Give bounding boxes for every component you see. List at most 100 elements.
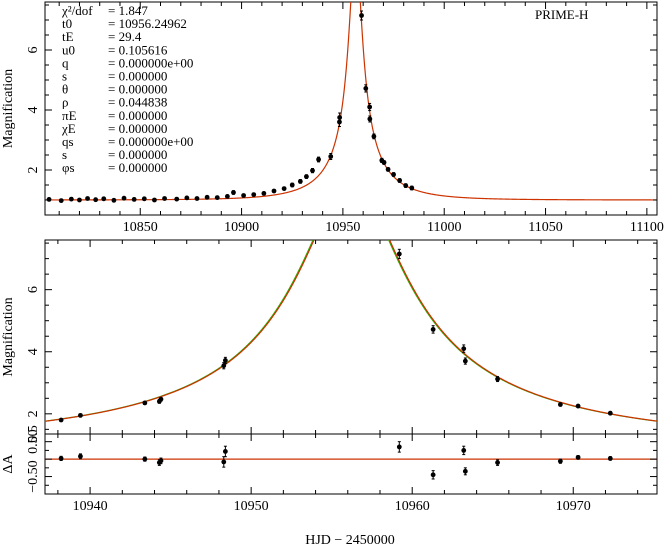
overview-data-point [101, 196, 107, 202]
param-label: φs [62, 160, 75, 175]
data-point [462, 468, 468, 474]
overview-data-point [391, 172, 396, 177]
x-tick-label: 10970 [556, 499, 591, 514]
overview-data-point [409, 185, 415, 191]
param-value: = 0.000000 [108, 108, 167, 123]
overview-data-point [174, 196, 180, 202]
residual-data-point [607, 456, 613, 461]
residual-data-point [222, 445, 228, 458]
param-label: s [62, 69, 67, 84]
param-value: = 0.044838 [108, 95, 167, 110]
residual-data-point [142, 456, 148, 462]
data-point [304, 174, 309, 180]
param-value: = 0.000000 [108, 82, 167, 97]
data-point [281, 186, 287, 192]
data-point [557, 402, 563, 407]
overview-data-point [77, 197, 82, 203]
data-point [58, 417, 64, 423]
model-curve [45, 240, 657, 422]
y-tick-label: 4 [26, 107, 41, 114]
data-point [194, 196, 200, 201]
x-tick-label: 10940 [73, 499, 108, 514]
overview-data-point [316, 156, 321, 163]
y-tick-label: 6 [26, 47, 41, 54]
param-label: t0 [62, 16, 72, 31]
overview-data-point [111, 197, 117, 203]
overview-data-point [241, 193, 246, 198]
data-point [214, 195, 220, 201]
data-point [316, 157, 321, 162]
zoom-panel: 2 4 6 Magnification 0.5 [1, 239, 658, 443]
data-point [575, 403, 581, 409]
residual-data-point [396, 441, 402, 453]
data-point [58, 456, 64, 461]
overview-data-point [231, 190, 236, 195]
residual-data-point [462, 467, 468, 476]
data-point [363, 86, 369, 91]
data-point [221, 459, 227, 465]
overview-data-point [58, 198, 64, 204]
overview-data-point [304, 174, 309, 180]
overview-data-point [224, 194, 230, 199]
x-axis-title: HJD − 2450000 [305, 533, 395, 546]
zoom-data-point [607, 410, 613, 416]
data-point [131, 197, 137, 202]
overview-data-point [381, 160, 387, 165]
residual-data-point [58, 455, 64, 462]
overview-data-point [141, 196, 147, 202]
data-point [397, 178, 403, 183]
y-axis-title: ΔA [1, 454, 16, 474]
data-point [78, 453, 83, 459]
overview-data-point [251, 192, 257, 198]
param-value: = 0.000000 [108, 121, 167, 136]
data-point [58, 198, 64, 204]
data-point [462, 358, 468, 364]
data-point [111, 197, 117, 203]
overview-data-point [397, 178, 403, 183]
data-point [461, 346, 467, 352]
panel-frame [44, 239, 658, 435]
param-label: q [62, 55, 69, 70]
y-tick-label: 4 [26, 348, 41, 355]
residual-data-point [430, 470, 436, 480]
data-point [68, 196, 74, 202]
overview-data-point [184, 195, 190, 201]
y-tick-label: −0.50 [26, 460, 41, 492]
data-point [367, 116, 373, 122]
x-tick-label: 10950 [325, 220, 360, 235]
data-point [231, 190, 236, 195]
zoom-data-point [222, 356, 228, 365]
residuals-panel: 10940 10950 10960 10970 0.50 −0.50 ΔA [1, 429, 658, 514]
data-point [174, 196, 180, 202]
zoom-data-point [78, 412, 83, 418]
y-axis-title: Magnification [1, 297, 16, 376]
overview-data-point [367, 115, 373, 123]
y-tick-label-extra: 0.5 [26, 425, 41, 443]
data-point [85, 196, 90, 201]
zoom-data-point [462, 357, 468, 365]
x-tick-label: 11000 [427, 220, 461, 235]
data-point [261, 191, 267, 196]
data-point [396, 251, 402, 257]
data-point [310, 168, 315, 174]
overview-data-point [131, 197, 137, 202]
model-curve [45, 2, 657, 201]
param-value: = 0.000000 [108, 147, 167, 162]
data-point [78, 412, 83, 418]
param-label: χE [61, 121, 76, 136]
x-tick-label: 10950 [234, 499, 269, 514]
zoom-data-point [430, 325, 436, 334]
data-point [46, 197, 52, 202]
overview-data-point [289, 182, 295, 188]
data-point [607, 410, 613, 416]
overview-data-point [371, 133, 377, 140]
overview-data-point [162, 196, 167, 201]
data-point [359, 13, 364, 18]
overview-data-point [281, 186, 287, 192]
data-point [142, 456, 148, 462]
data-point [430, 326, 436, 332]
zoom-data-point [158, 396, 164, 402]
overview-data-point [121, 195, 127, 201]
overview-data-point [85, 196, 90, 201]
